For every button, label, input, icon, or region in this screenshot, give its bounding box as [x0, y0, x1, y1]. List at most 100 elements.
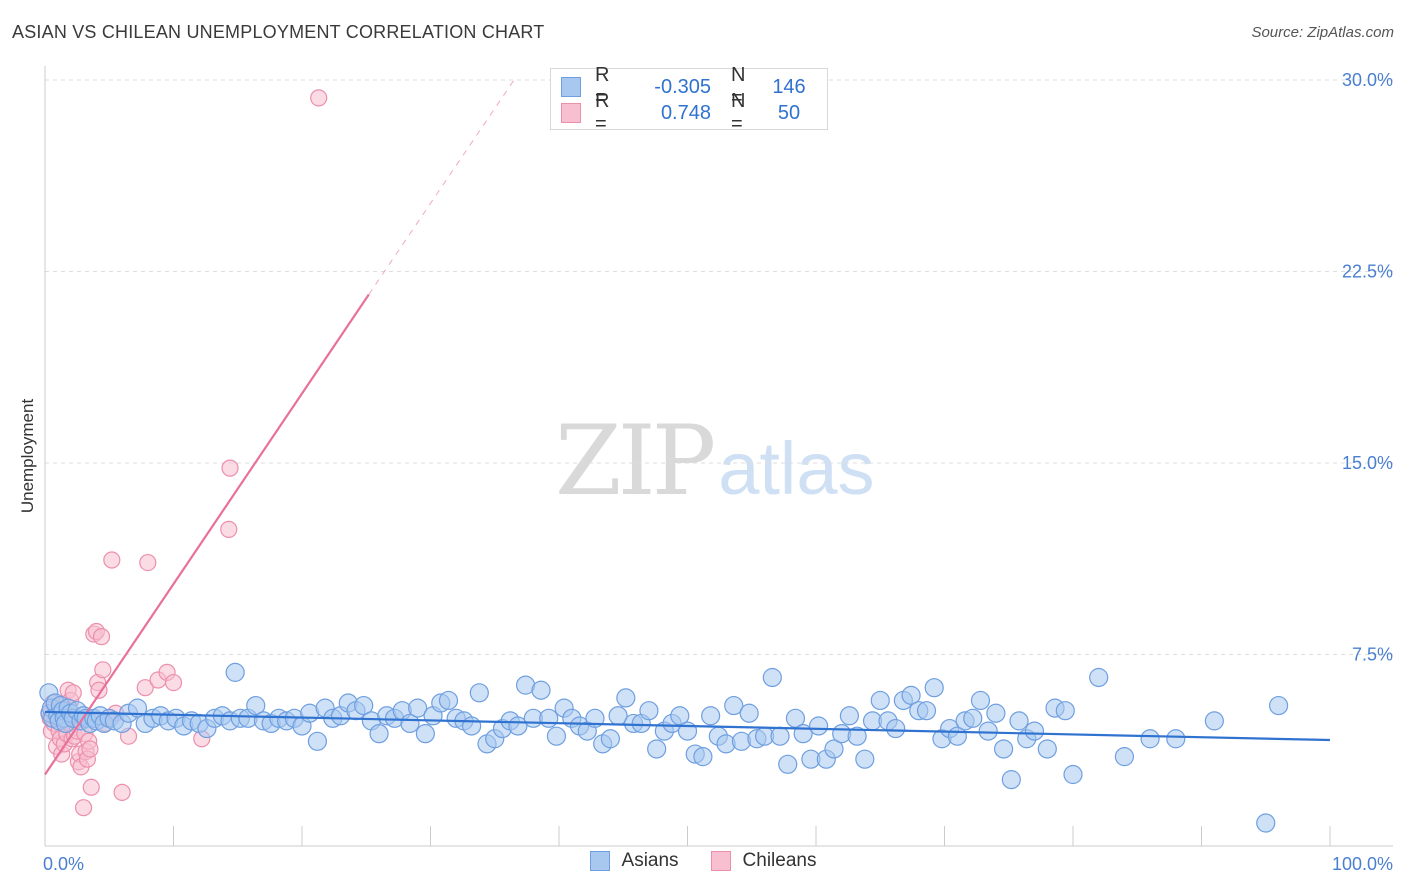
source-label: Source: ZipAtlas.com: [1251, 24, 1394, 41]
gridlines: [45, 79, 1393, 655]
asians-swatch: [561, 77, 581, 97]
legend-n-value: 146: [772, 75, 806, 98]
asians-point: [225, 662, 245, 682]
asians-point: [924, 678, 944, 698]
legend-r-label: R =: [595, 64, 610, 109]
chileans-point: [64, 684, 82, 702]
y-tick-label: 22.5%: [1342, 262, 1393, 282]
asians-point: [1166, 729, 1186, 749]
asians-point: [531, 680, 551, 700]
asians-point: [1089, 667, 1109, 688]
legend-r-label: R =: [595, 90, 610, 135]
asians-point: [1204, 711, 1224, 731]
chileans-point: [220, 520, 238, 538]
tick-labels: 7.5% 15.0% 22.5% 30.0% 0.0% 100.0%: [43, 70, 1393, 874]
asians-point: [901, 685, 921, 705]
asians-point: [808, 716, 829, 736]
asians-point: [539, 708, 559, 728]
legend-n-label: N =: [731, 90, 746, 135]
watermark-zip: ZIP: [555, 405, 716, 517]
chileans-point: [164, 673, 183, 692]
asians-trendline: [44, 710, 1331, 742]
asians-point: [739, 703, 759, 723]
asians-points: [39, 662, 1289, 833]
asians-point: [639, 701, 659, 721]
asians-point: [839, 706, 860, 726]
asians-point: [1063, 764, 1083, 785]
chileans-point: [113, 783, 131, 801]
asians-point: [778, 754, 798, 774]
asians-point: [1024, 721, 1045, 741]
legend-n-label: N =: [731, 64, 746, 109]
asians-point: [1114, 747, 1135, 767]
asians-point: [616, 688, 636, 708]
stats-legend: R = -0.305 N = 146 R = 0.748 N = 50: [550, 64, 828, 135]
asians-point: [693, 747, 713, 767]
trendlines: [368, 79, 515, 295]
asians-point: [978, 721, 998, 741]
x-tick-label: 0.0%: [43, 854, 84, 874]
y-tick-label: 30.0%: [1342, 70, 1393, 90]
watermark-atlas: atlas: [718, 427, 875, 510]
asians-point: [986, 703, 1006, 723]
asians-point: [1009, 711, 1029, 731]
asians-point: [369, 724, 389, 744]
trendlines-solid: [44, 293, 1331, 776]
asians-point: [770, 726, 790, 746]
legend-item-asians[interactable]: Asians: [589, 850, 679, 872]
chileans-swatch: [561, 103, 581, 123]
series-legend: Asians Chileans: [0, 850, 1406, 872]
asians-point: [415, 724, 435, 744]
legend-n-value: 50: [777, 101, 801, 124]
asians-point: [462, 716, 482, 736]
y-tick-label: 15.0%: [1342, 453, 1393, 473]
asians-point: [1037, 739, 1057, 759]
x-tick-label: 100.0%: [1332, 854, 1393, 874]
chileans-point: [81, 740, 99, 758]
chileans-point: [92, 628, 111, 646]
asians-point: [963, 708, 983, 728]
legend-r-value: 0.748: [660, 101, 711, 124]
chileans-point: [74, 799, 93, 817]
asians-point: [469, 683, 489, 703]
chileans-point: [139, 553, 157, 572]
asians-point: [870, 690, 890, 711]
asians-point: [1001, 770, 1021, 790]
asians-point: [600, 729, 621, 749]
asians-point: [127, 698, 148, 718]
asians-point: [307, 731, 328, 751]
asians-point: [994, 739, 1014, 759]
asians-point: [724, 695, 744, 716]
asians-point: [824, 739, 844, 759]
asians-point: [886, 718, 906, 739]
asians-point: [354, 695, 374, 716]
chileans-legend-swatch: [710, 851, 731, 871]
asians-point: [647, 739, 667, 759]
asians-point: [847, 726, 867, 746]
chileans-legend-label: Chileans: [742, 850, 817, 871]
asians-point: [916, 701, 937, 721]
chileans-point: [103, 551, 121, 569]
asians-legend-label: Asians: [621, 850, 679, 871]
chileans-point: [90, 681, 108, 699]
asians-point: [438, 690, 459, 711]
asians-point: [408, 698, 428, 718]
chileans-point: [94, 661, 112, 679]
chileans-point: [136, 679, 154, 697]
chileans-trendline-extension: [368, 79, 515, 295]
legend-item-chileans[interactable]: Chileans: [710, 850, 817, 872]
asians-point: [762, 667, 782, 688]
asians-point: [855, 749, 875, 769]
chileans-point: [221, 459, 239, 477]
asians-point: [701, 706, 721, 726]
asians-point: [1268, 695, 1289, 716]
asians-point: [1256, 813, 1276, 833]
asians-point: [1140, 729, 1160, 749]
asians-point: [546, 726, 567, 746]
asians-legend-swatch: [589, 851, 610, 871]
legend-r-value: -0.305: [654, 75, 711, 98]
chileans-point: [310, 89, 328, 107]
asians-point: [970, 690, 991, 711]
asians-point: [1055, 701, 1075, 721]
